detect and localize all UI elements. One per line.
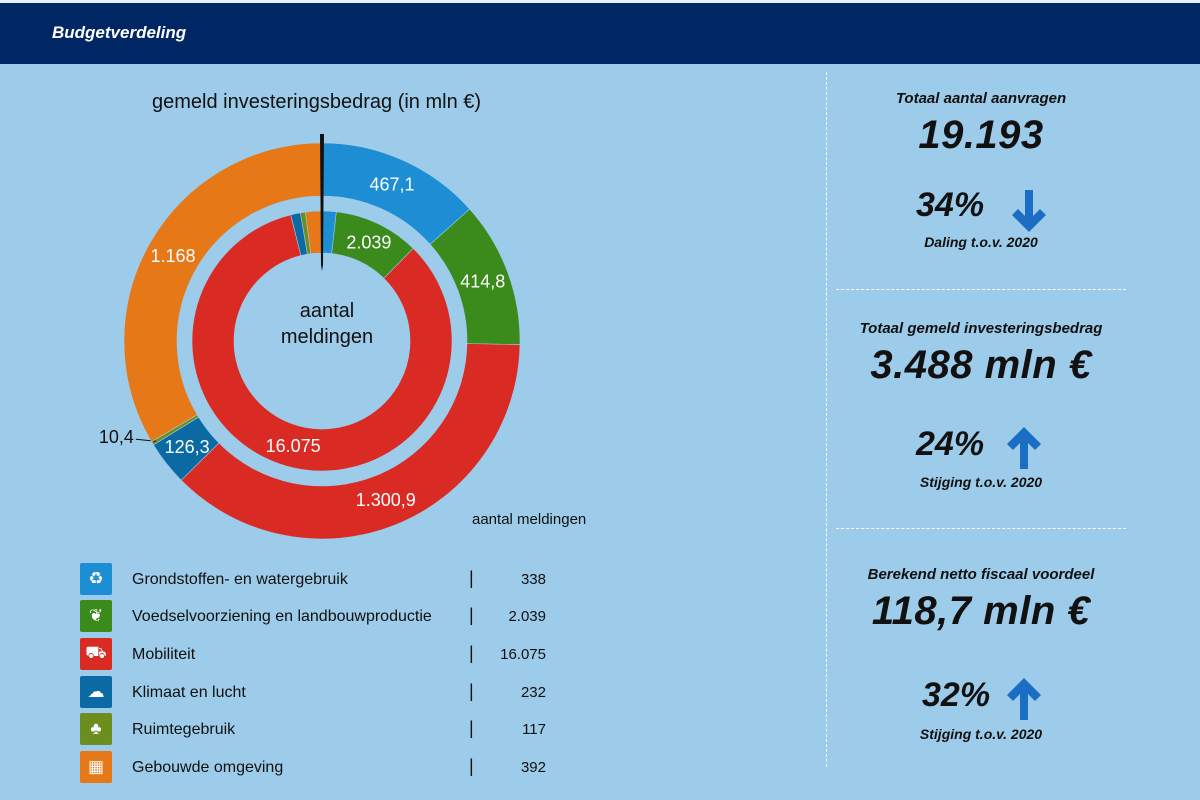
building-icon: ▦ bbox=[80, 751, 112, 783]
stat-value: 118,7 mln € bbox=[871, 589, 1091, 633]
outer-ring-segment bbox=[123, 142, 323, 443]
outer-ring-label: 1.300,9 bbox=[356, 490, 416, 510]
legend-item: ☁ Klimaat en lucht | 232 bbox=[80, 676, 580, 710]
landscape-icon: ♣ bbox=[80, 713, 112, 745]
outer-ring-segment bbox=[180, 343, 521, 540]
legend-value: 16.075 bbox=[500, 646, 546, 663]
legend-item: ♻ Grondstoffen- en watergebruik | 338 bbox=[80, 563, 580, 597]
legend-label: Ruimtegebruik bbox=[132, 721, 236, 738]
outer-ring-label: 414,8 bbox=[460, 271, 505, 291]
legend-value: 232 bbox=[520, 684, 546, 701]
legend-value: 392 bbox=[520, 759, 546, 776]
legend-separator: | bbox=[469, 605, 474, 625]
inner-ring-segment bbox=[191, 214, 453, 472]
stat-note: Daling t.o.v. 2020 bbox=[924, 234, 1038, 250]
legend-value: 338 bbox=[520, 571, 546, 588]
vertical-divider bbox=[826, 72, 827, 767]
arrow-up-icon bbox=[1007, 678, 1041, 720]
stat-note: Stijging t.o.v. 2020 bbox=[919, 474, 1043, 490]
stat-title: Totaal aantal aanvragen bbox=[895, 90, 1067, 107]
legend-label: Voedselvoorziening en landbouwproductie bbox=[132, 608, 432, 625]
top-border bbox=[0, 0, 1200, 3]
center-label: aantal meldingen bbox=[280, 300, 374, 348]
outer-ring-label: 10,4 bbox=[99, 427, 134, 447]
farming-icon: ❦ bbox=[80, 600, 112, 632]
legend-separator: | bbox=[469, 568, 474, 588]
horizontal-divider bbox=[836, 289, 1126, 290]
legend-label: Mobiliteit bbox=[132, 646, 196, 663]
stat-total-requests: Totaal aantal aanvragen 19.193 34% Dalin… bbox=[836, 90, 1126, 270]
stat-value: 19.193 bbox=[918, 113, 1044, 157]
stat-title: Berekend netto fiscaal voordeel bbox=[867, 566, 1095, 583]
factory-icon: ☁ bbox=[80, 676, 112, 708]
donut-chart: 467,1 414,8 1.300,9 126,3 10,4 1.168 2.039 16.0… bbox=[99, 134, 521, 540]
inner-ring-label: 16.075 bbox=[266, 436, 321, 456]
arrow-up-icon bbox=[1007, 427, 1041, 469]
legend-item: ❦ Voedselvoorziening en landbouwproducti… bbox=[80, 600, 580, 634]
stat-title: Totaal gemeld investeringsbedrag bbox=[859, 320, 1103, 337]
legend-separator: | bbox=[469, 681, 474, 701]
arrow-down-icon bbox=[1012, 190, 1046, 232]
legend-label: Gebouwde omgeving bbox=[132, 759, 284, 776]
recycle-water-icon: ♻ bbox=[80, 563, 112, 595]
legend-separator: | bbox=[469, 643, 474, 663]
vehicles-icon: ⛟ bbox=[80, 638, 112, 670]
legend-label: Klimaat en lucht bbox=[132, 684, 246, 701]
legend-item: ▦ Gebouwde omgeving | 392 bbox=[80, 751, 580, 785]
legend-item: ♣ Ruimtegebruik | 117 bbox=[80, 713, 580, 747]
inner-ring-label: 2.039 bbox=[346, 233, 391, 253]
legend-value: 2.039 bbox=[508, 608, 546, 625]
stat-value: 3.488 mln € bbox=[870, 343, 1092, 387]
start-marker bbox=[320, 134, 324, 271]
page-title: Budgetverdeling bbox=[52, 23, 187, 42]
outer-ring-label: 1.168 bbox=[151, 246, 196, 266]
outer-ring-label: 467,1 bbox=[370, 174, 415, 194]
outer-ring-label: 126,3 bbox=[165, 437, 210, 457]
stat-fiscal-benefit: Berekend netto fiscaal voordeel 118,7 ml… bbox=[836, 566, 1126, 756]
legend-label: Grondstoffen- en watergebruik bbox=[132, 571, 348, 588]
stat-percentage: 32% bbox=[922, 676, 991, 714]
legend-value: 117 bbox=[522, 721, 546, 738]
legend-separator: | bbox=[469, 718, 474, 738]
stat-note: Stijging t.o.v. 2020 bbox=[919, 726, 1043, 742]
horizontal-divider bbox=[836, 528, 1126, 529]
outer-ring-caption: aantal meldingen bbox=[472, 511, 587, 528]
legend-item: ⛟ Mobiliteit | 16.075 bbox=[80, 638, 580, 672]
header-bar: Budgetverdeling bbox=[0, 3, 1200, 64]
stat-total-investment: Totaal gemeld investeringsbedrag 3.488 m… bbox=[836, 320, 1126, 510]
chart-title: gemeld investeringsbedrag (in mln €) bbox=[152, 91, 482, 113]
stat-percentage: 34% bbox=[916, 186, 985, 224]
legend-separator: | bbox=[469, 756, 474, 776]
stat-percentage: 24% bbox=[916, 425, 985, 463]
